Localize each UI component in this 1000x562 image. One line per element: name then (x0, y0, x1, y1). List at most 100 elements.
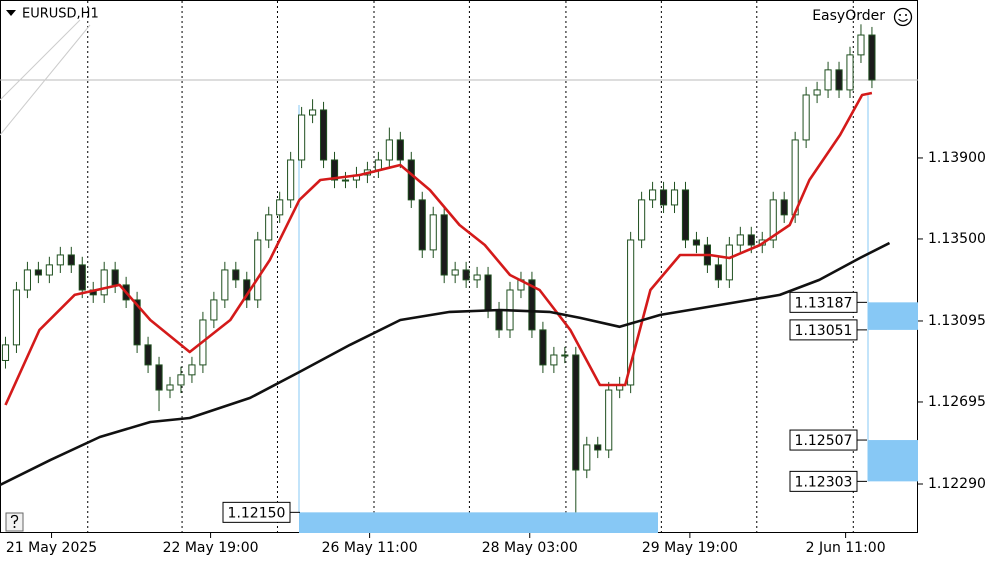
candle-body (659, 189, 668, 206)
candle-body (451, 269, 459, 276)
candle-body (714, 264, 722, 281)
candle-body (572, 354, 580, 471)
candle-body (462, 269, 470, 281)
candle-body (12, 289, 21, 346)
candle-body (627, 239, 635, 386)
chart-title: EURUSD,H1 (22, 7, 99, 22)
candle-body (166, 384, 174, 391)
candle-body (791, 139, 799, 216)
candle-body (298, 114, 306, 161)
candle-body (769, 199, 777, 241)
zone (299, 512, 658, 533)
trend-line (0, 19, 81, 101)
zone (868, 302, 918, 330)
candle-body (681, 189, 690, 241)
help-button[interactable] (5, 512, 24, 532)
candle-body (638, 199, 646, 241)
candle-body (133, 299, 141, 346)
y-tick-label: 1.13095 (928, 313, 986, 329)
candle-body (802, 94, 810, 141)
y-tick-label: 1.13900 (928, 150, 986, 166)
candle-body (561, 354, 569, 357)
candle-body (34, 269, 42, 276)
candle-body (539, 329, 547, 366)
candle-body (265, 214, 273, 241)
candle-body (374, 159, 382, 171)
candle-body (177, 374, 185, 386)
candle-body (484, 274, 492, 311)
trend-line (0, 24, 91, 136)
candle-body (473, 274, 481, 281)
level-label: 1.12303 (795, 474, 853, 490)
easyorder-label[interactable]: EasyOrder (812, 8, 885, 24)
candle-body (67, 254, 75, 266)
candle-body (100, 269, 108, 296)
candle-body (276, 199, 284, 216)
candle-body (824, 69, 832, 91)
level-label: 1.12507 (795, 433, 853, 449)
candle-body (155, 364, 163, 391)
candle-body (1, 344, 10, 361)
moving-average (0, 241, 891, 487)
x-tick-label: 26 May 11:00 (322, 540, 418, 556)
candle-body (111, 269, 119, 286)
menu-triangle[interactable] (6, 10, 16, 16)
candle-body (254, 239, 262, 301)
candle-body (846, 54, 854, 91)
candle-body (396, 139, 404, 161)
candle-body (418, 199, 426, 251)
candle-body (144, 344, 152, 366)
candle-body (287, 159, 295, 201)
candle-body (692, 239, 701, 246)
x-tick-label: 22 May 19:00 (163, 540, 259, 556)
candle-body (649, 189, 657, 201)
candle-body (78, 264, 86, 291)
candle-body (429, 214, 437, 251)
candle-body (528, 279, 536, 331)
candle-body (747, 234, 755, 246)
candle-body (56, 254, 64, 266)
level-label: 1.13051 (795, 323, 853, 339)
y-tick-label: 1.12695 (928, 394, 986, 410)
candle-body (45, 264, 53, 276)
candle-body (440, 214, 448, 276)
candle-body (309, 109, 317, 116)
candle-body (407, 159, 415, 201)
y-tick-label: 1.12290 (928, 476, 986, 492)
candle-body (868, 34, 876, 81)
candle-body (835, 69, 843, 91)
candle-body (232, 269, 240, 281)
candle-body (330, 159, 339, 181)
candle-body (23, 269, 31, 291)
y-tick-label: 1.13500 (928, 231, 986, 247)
candle-body (813, 89, 821, 96)
zone (868, 440, 918, 482)
candle-body (857, 34, 865, 56)
candle-body (736, 234, 744, 246)
candle-body (725, 244, 733, 281)
level-label: 1.12150 (228, 505, 286, 521)
candle-body (495, 309, 503, 331)
candle-body (188, 364, 196, 376)
candle-body (319, 109, 328, 161)
plot-frame (0, 0, 918, 533)
level-label: 1.13187 (795, 295, 853, 311)
x-tick-label: 29 May 19:00 (642, 540, 738, 556)
candle-body (221, 269, 229, 301)
candle-body (594, 444, 602, 451)
smiley-icon[interactable] (893, 7, 913, 27)
candle-body (670, 189, 679, 206)
moving-average (4, 91, 873, 406)
x-tick-label: 28 May 03:00 (482, 540, 578, 556)
candle-body (385, 139, 393, 161)
plot-layer (0, 1, 918, 533)
candle-body (210, 299, 218, 321)
candle-body (583, 444, 591, 471)
candle-body (550, 354, 558, 366)
x-tick-label: 2 Jun 11:00 (806, 540, 886, 556)
candle-body (605, 389, 613, 451)
candle-body (780, 199, 788, 216)
candle-body (341, 179, 350, 182)
